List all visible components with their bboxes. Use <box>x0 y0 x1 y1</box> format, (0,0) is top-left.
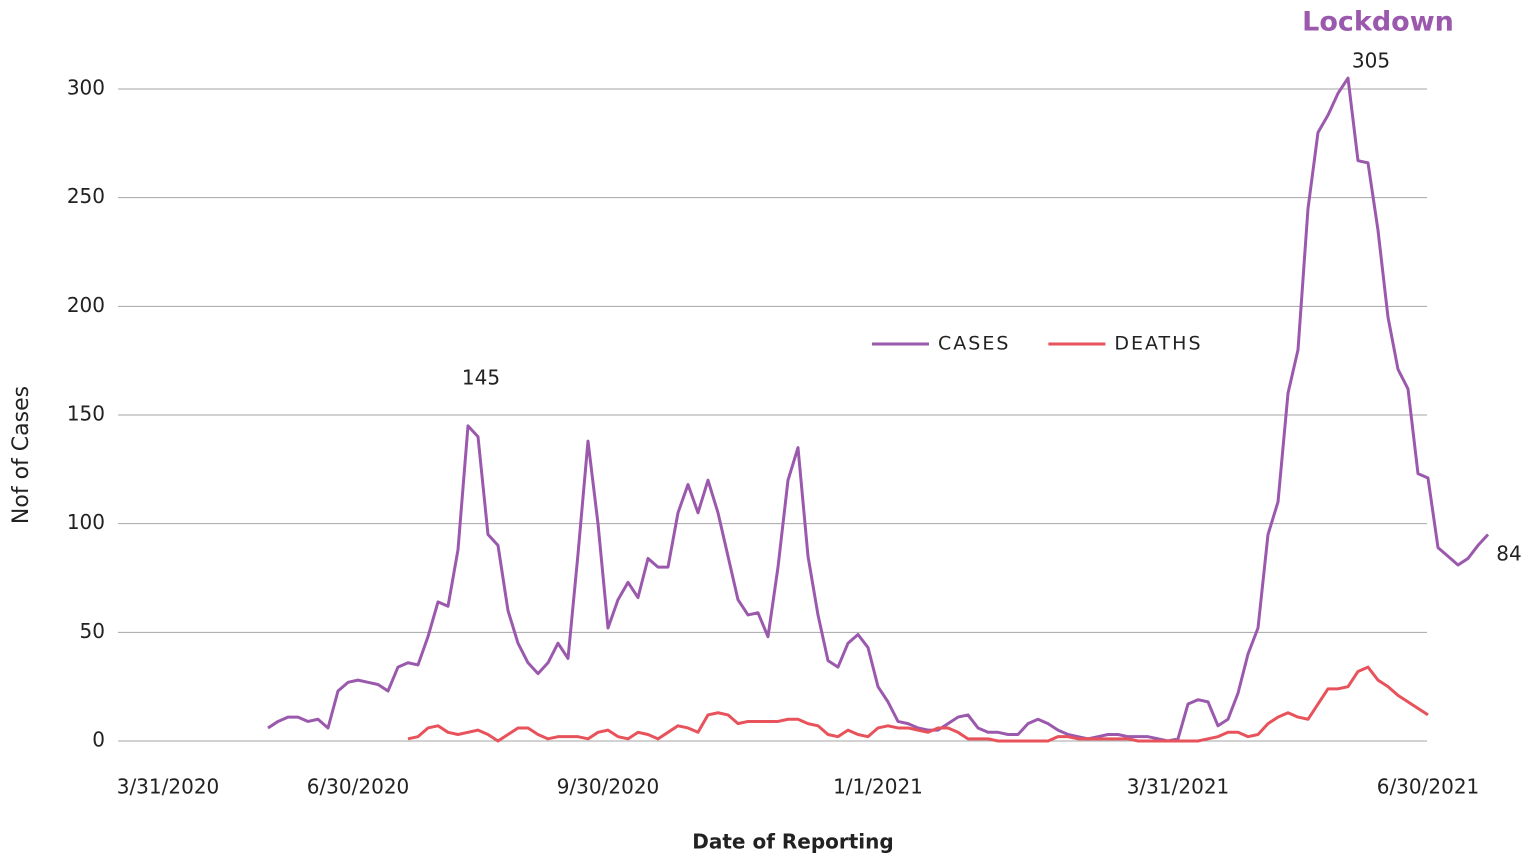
x-tick-label: 3/31/2021 <box>1127 775 1230 799</box>
annotation: 305 <box>1352 49 1390 73</box>
x-tick-label: 3/31/2020 <box>117 775 220 799</box>
chart-title: Lockdown <box>1302 7 1454 38</box>
y-tick-label: 300 <box>67 76 105 100</box>
y-tick-label: 250 <box>67 184 105 208</box>
x-tick-label: 9/30/2020 <box>557 775 660 799</box>
annotation: 145 <box>462 366 500 390</box>
series-line <box>407 665 1429 743</box>
y-tick-label: 200 <box>67 293 105 317</box>
y-axis-label: Nof of Cases <box>9 386 34 524</box>
y-tick-label: 100 <box>67 510 105 534</box>
y-tick-label: 150 <box>67 402 105 426</box>
legend-label: CASES <box>938 333 1010 355</box>
y-tick-label: 50 <box>80 619 105 643</box>
y-tick-label: 0 <box>92 728 105 752</box>
x-tick-label: 6/30/2020 <box>307 775 410 799</box>
x-tick-label: 1/1/2021 <box>833 775 923 799</box>
series-line <box>267 76 1490 743</box>
legend-label: DEATHS <box>1114 333 1202 355</box>
annotation: 84 <box>1496 542 1521 566</box>
x-tick-label: 6/30/2021 <box>1377 775 1480 799</box>
x-axis-label: Date of Reporting <box>692 830 893 854</box>
